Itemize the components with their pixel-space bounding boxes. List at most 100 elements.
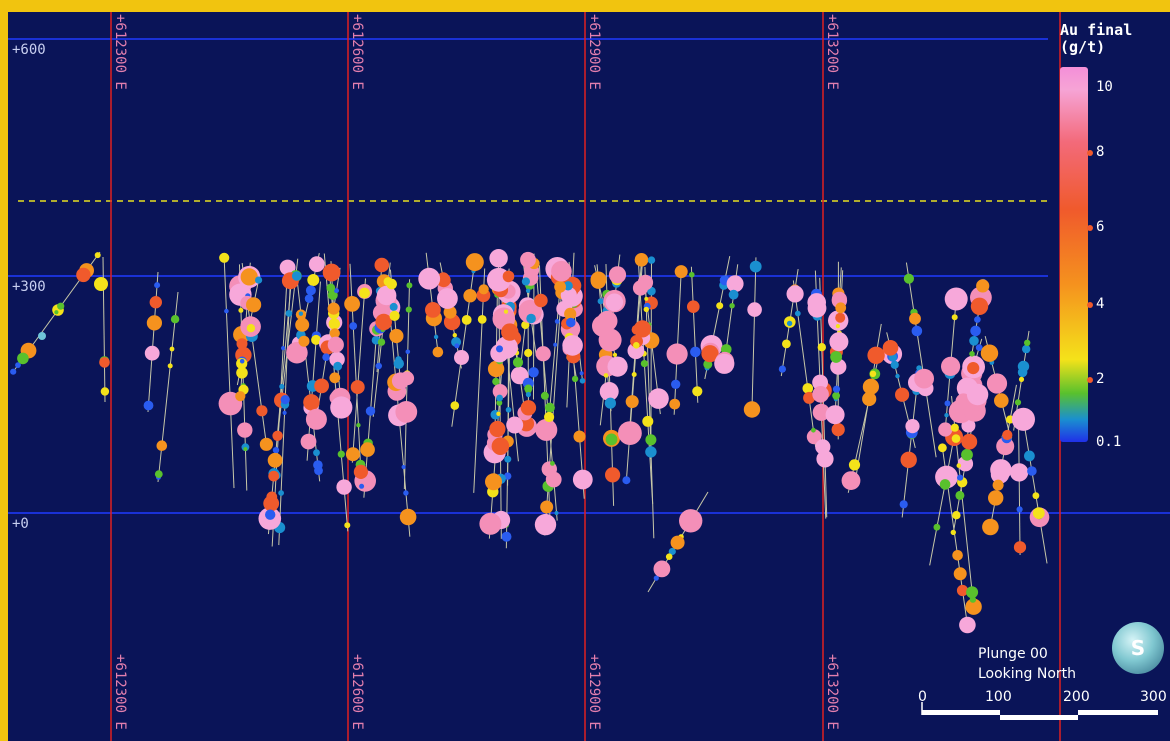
assay-sample bbox=[951, 434, 961, 443]
assay-sample bbox=[359, 483, 365, 489]
assay-sample bbox=[551, 260, 572, 282]
assay-sample bbox=[969, 351, 975, 357]
assay-sample bbox=[328, 318, 340, 330]
assay-sample bbox=[572, 469, 593, 490]
assay-sample bbox=[528, 367, 539, 378]
assay-sample bbox=[980, 344, 999, 362]
assay-sample bbox=[443, 305, 457, 319]
legend-tick-0-1: 0.1 bbox=[1096, 434, 1122, 450]
assay-sample bbox=[622, 476, 631, 485]
assay-sample bbox=[975, 344, 983, 351]
compass-icon[interactable]: S bbox=[1112, 622, 1164, 674]
assay-sample bbox=[313, 449, 320, 457]
assay-sample bbox=[399, 508, 417, 526]
legend-tick-2: 2 bbox=[1096, 371, 1105, 387]
assay-sample bbox=[478, 284, 489, 295]
assay-sample bbox=[520, 400, 537, 416]
assay-sample bbox=[816, 450, 834, 468]
assay-sample bbox=[939, 479, 951, 490]
assay-sample bbox=[544, 411, 555, 423]
assay-sample bbox=[477, 315, 487, 324]
assay-sample bbox=[634, 253, 649, 267]
au-grade-legend: Au final (g/t) 10 8 6 4 2 0.1 bbox=[1060, 22, 1170, 462]
assay-sample bbox=[170, 315, 180, 324]
assay-sample bbox=[905, 419, 920, 434]
assay-sample bbox=[344, 522, 351, 529]
assay-sample bbox=[243, 447, 248, 452]
assay-sample bbox=[679, 509, 703, 533]
assay-sample bbox=[666, 343, 688, 365]
assay-sample bbox=[406, 282, 413, 289]
assay-sample bbox=[487, 360, 505, 378]
assay-sample bbox=[454, 350, 469, 365]
assay-sample bbox=[490, 344, 509, 363]
assay-sample bbox=[1027, 466, 1037, 476]
assay-sample bbox=[1009, 463, 1029, 482]
assay-sample bbox=[690, 346, 701, 358]
assay-sample bbox=[308, 256, 325, 273]
assay-sample bbox=[794, 310, 801, 317]
assay-sample bbox=[10, 368, 17, 375]
assay-sample bbox=[955, 490, 965, 500]
assay-sample bbox=[959, 616, 976, 634]
assay-sample bbox=[632, 280, 649, 296]
assay-sample bbox=[1011, 407, 1035, 431]
assay-sample bbox=[256, 405, 268, 417]
drillhole-trace bbox=[351, 278, 367, 463]
assay-sample bbox=[479, 512, 502, 535]
assay-sample bbox=[57, 302, 65, 310]
assay-sample bbox=[994, 393, 1009, 408]
assay-sample bbox=[811, 427, 816, 433]
easting-label-bottom-612300: +612300 E bbox=[112, 654, 128, 730]
assay-sample bbox=[665, 553, 673, 560]
assay-sample bbox=[505, 407, 512, 413]
drillhole-trace bbox=[929, 434, 955, 566]
assay-sample bbox=[933, 523, 941, 531]
assay-sample bbox=[640, 360, 649, 368]
assay-sample bbox=[540, 391, 549, 400]
assay-sample bbox=[869, 370, 877, 377]
assay-sample bbox=[825, 405, 845, 425]
assay-sample bbox=[286, 341, 308, 364]
section-viewport[interactable]: +600 +300 +0 +612300 E +612600 E +612900… bbox=[8, 12, 1170, 741]
assay-sample bbox=[336, 479, 352, 495]
assay-sample bbox=[291, 271, 302, 281]
assay-sample bbox=[265, 509, 276, 520]
assay-sample bbox=[298, 335, 310, 347]
assay-sample bbox=[524, 348, 533, 358]
assay-sample bbox=[377, 338, 386, 346]
assay-sample bbox=[692, 386, 703, 397]
assay-sample bbox=[645, 434, 657, 446]
assay-sample bbox=[965, 598, 982, 615]
assay-sample bbox=[786, 320, 793, 327]
assay-sample bbox=[278, 490, 284, 496]
section-view[interactable]: +600 +300 +0 +612300 E +612600 E +612900… bbox=[8, 12, 1170, 741]
assay-sample bbox=[671, 379, 681, 389]
assay-sample bbox=[938, 443, 947, 453]
assay-sample bbox=[608, 266, 627, 284]
scale-label-0: 0 bbox=[918, 689, 927, 705]
assay-sample bbox=[167, 363, 173, 369]
assay-sample bbox=[255, 276, 263, 284]
assay-sample bbox=[236, 338, 248, 350]
drillhole-trace bbox=[278, 275, 292, 546]
assay-sample bbox=[743, 401, 761, 418]
legend-tick-8: 8 bbox=[1096, 144, 1105, 160]
assay-sample bbox=[670, 535, 685, 550]
assay-sample bbox=[418, 267, 441, 290]
assay-sample bbox=[599, 382, 619, 401]
legend-title: Au final (g/t) bbox=[1060, 21, 1133, 56]
assay-sample bbox=[327, 336, 344, 353]
assay-sample bbox=[345, 447, 360, 462]
assay-sample bbox=[272, 447, 280, 454]
assay-sample bbox=[633, 342, 640, 349]
legend-color-bar bbox=[1060, 67, 1088, 442]
assay-sample bbox=[375, 362, 382, 370]
assay-sample bbox=[1022, 344, 1031, 354]
assay-sample bbox=[642, 415, 654, 427]
assay-sample bbox=[350, 380, 365, 395]
assay-sample bbox=[298, 311, 304, 316]
assay-sample bbox=[1013, 541, 1027, 554]
assay-sample bbox=[238, 307, 244, 313]
assay-sample bbox=[862, 391, 877, 407]
